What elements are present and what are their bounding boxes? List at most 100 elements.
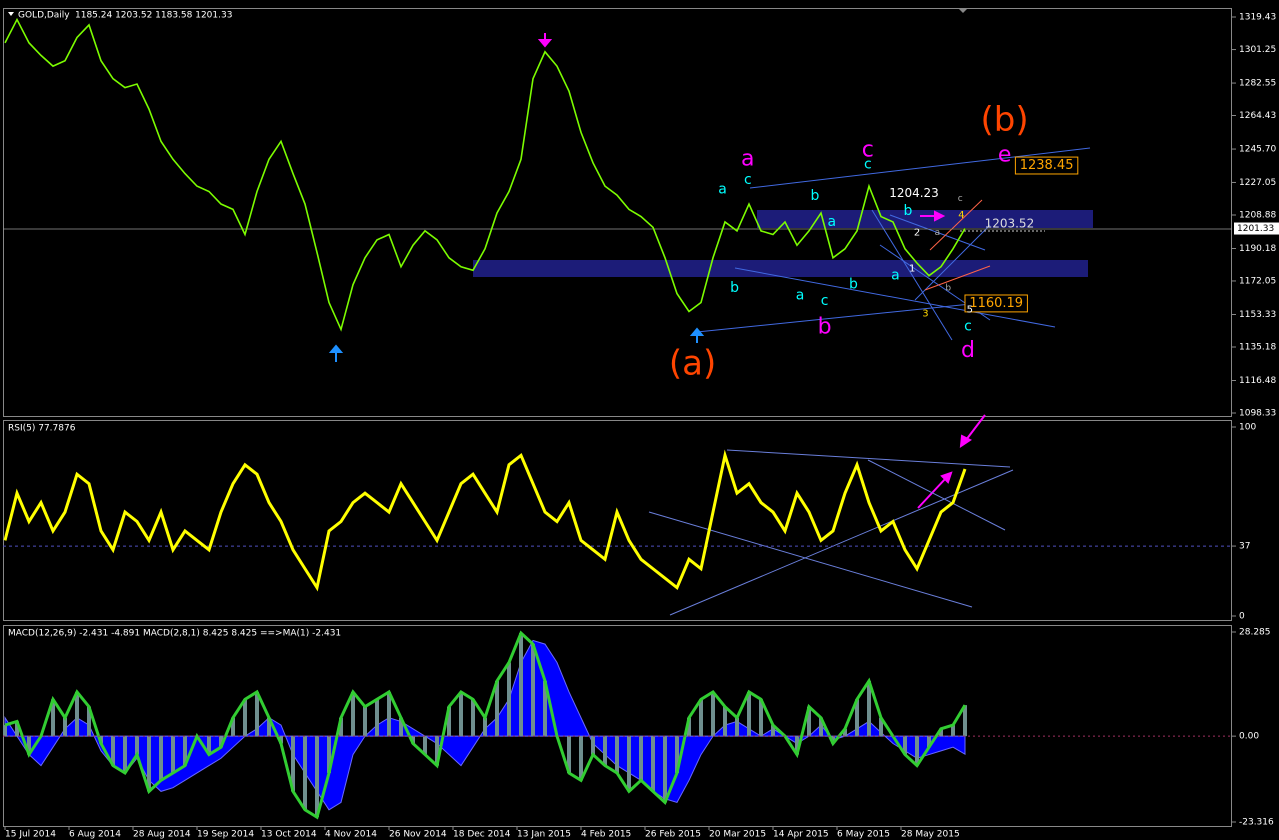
histogram-bar: [675, 736, 679, 773]
scroll-marker: [958, 8, 968, 13]
annotation: c: [862, 137, 874, 162]
histogram-bar: [135, 736, 139, 755]
x-tick-label: 6 May 2015: [837, 830, 890, 840]
histogram-bar: [219, 736, 223, 748]
series-line: [4, 17, 966, 332]
histogram-bar: [747, 691, 751, 737]
annotation: c: [821, 293, 829, 309]
annotation: a: [796, 287, 805, 303]
histogram-bar: [687, 717, 691, 737]
annotation: c: [744, 172, 752, 188]
histogram-bar: [447, 706, 451, 737]
histogram-bar: [459, 691, 463, 737]
histogram-bar: [939, 728, 943, 737]
histogram-bar: [435, 736, 439, 766]
annotation: b: [904, 203, 913, 219]
zone: [757, 210, 1093, 228]
x-tick-label: 13 Jan 2015: [517, 830, 571, 840]
x-tick-label: 15 Jul 2014: [5, 830, 56, 840]
histogram-bar: [315, 736, 319, 818]
menu-marker: [8, 12, 14, 16]
annotation: 1204.23: [889, 186, 939, 200]
y-tick-label: 0.00: [1239, 732, 1259, 742]
annotation: 1: [909, 264, 915, 275]
annotation: a: [891, 268, 900, 284]
histogram-bar: [399, 717, 403, 737]
x-tick-label: 19 Sep 2014: [197, 830, 254, 840]
histogram-bar: [243, 699, 247, 737]
last-price-box: [1234, 222, 1279, 235]
histogram-bar: [711, 691, 715, 737]
x-tick-label: 26 Nov 2014: [389, 830, 447, 840]
x-tick-label: 6 Aug 2014: [69, 830, 121, 840]
x-tick-label: 14 Apr 2015: [773, 830, 829, 840]
y-tick-label: 1264.43: [1239, 111, 1276, 121]
histogram-bar: [663, 736, 667, 803]
arrows: [328, 327, 705, 362]
histogram-bar: [507, 662, 511, 737]
histogram-bar: [327, 736, 331, 773]
histogram-bar: [339, 717, 343, 737]
y-tick-label: 1227.05: [1239, 178, 1276, 188]
annotation: a: [718, 182, 727, 198]
annotation: a: [828, 214, 837, 230]
annotation-box: [1014, 156, 1079, 175]
histogram-bar: [363, 706, 367, 737]
histogram-bar: [795, 736, 799, 755]
annotation: 5: [967, 305, 973, 316]
y-tick-label: 100: [1239, 423, 1256, 433]
annotation: c: [958, 194, 963, 204]
histogram-bar: [603, 736, 607, 766]
histogram-bar: [123, 736, 127, 773]
y-tick-label: 1245.70: [1239, 145, 1276, 155]
annotation: a: [935, 228, 941, 238]
histogram-bar: [879, 717, 883, 737]
histogram-bar: [111, 736, 115, 766]
histogram-bar: [483, 717, 487, 737]
histogram-bar: [807, 706, 811, 737]
histogram-bar: [771, 725, 775, 737]
annotation: c: [864, 157, 872, 173]
y-tick-label: 1319.43: [1239, 13, 1276, 23]
y-tick-label: 37: [1239, 542, 1250, 552]
histogram-bar: [867, 680, 871, 737]
annotation: a: [741, 146, 754, 171]
histogram-bar: [75, 691, 79, 737]
x-tick-label: 26 Feb 2015: [645, 830, 701, 840]
histogram-bar: [843, 728, 847, 737]
histogram-bar: [351, 691, 355, 737]
histogram-bar: [651, 736, 655, 792]
last-price-label: 1201.33: [1237, 224, 1274, 234]
histogram-bar: [267, 717, 271, 737]
x-tick-label: 13 Oct 2014: [261, 830, 317, 840]
histogram-bar: [495, 680, 499, 737]
histogram-bar: [375, 699, 379, 737]
histogram-bar: [627, 736, 631, 792]
y-tick-label: 1190.18: [1239, 244, 1276, 254]
histogram-bar: [279, 736, 283, 744]
histogram-bar: [3, 725, 7, 737]
histogram-bar: [303, 736, 307, 810]
y-tick-label: 1301.25: [1239, 45, 1276, 55]
annotation: 2: [914, 228, 920, 239]
wave-lines: [924, 199, 991, 291]
histogram-bar: [831, 736, 835, 744]
histogram-bar: [735, 717, 739, 737]
histogram-bar: [51, 699, 55, 737]
annotation-box: [964, 294, 1028, 313]
histogram-bar: [579, 736, 583, 781]
histogram-bar: [855, 699, 859, 737]
histogram-bar: [903, 736, 907, 755]
annotation: b: [945, 284, 951, 294]
histogram-bar: [543, 680, 547, 737]
histogram-bar: [291, 736, 295, 792]
annotation: b: [730, 280, 739, 296]
annotation: 1160.19: [969, 296, 1023, 311]
histogram-bar: [951, 725, 955, 737]
histogram-bar: [567, 736, 571, 773]
annotation: (b): [981, 100, 1029, 140]
annotation: b: [818, 315, 832, 340]
y-tick-label: 1135.18: [1239, 343, 1276, 353]
pane-title: MACD(12,26,9) -2.431 -4.891 MACD(2,8,1) …: [8, 629, 341, 639]
